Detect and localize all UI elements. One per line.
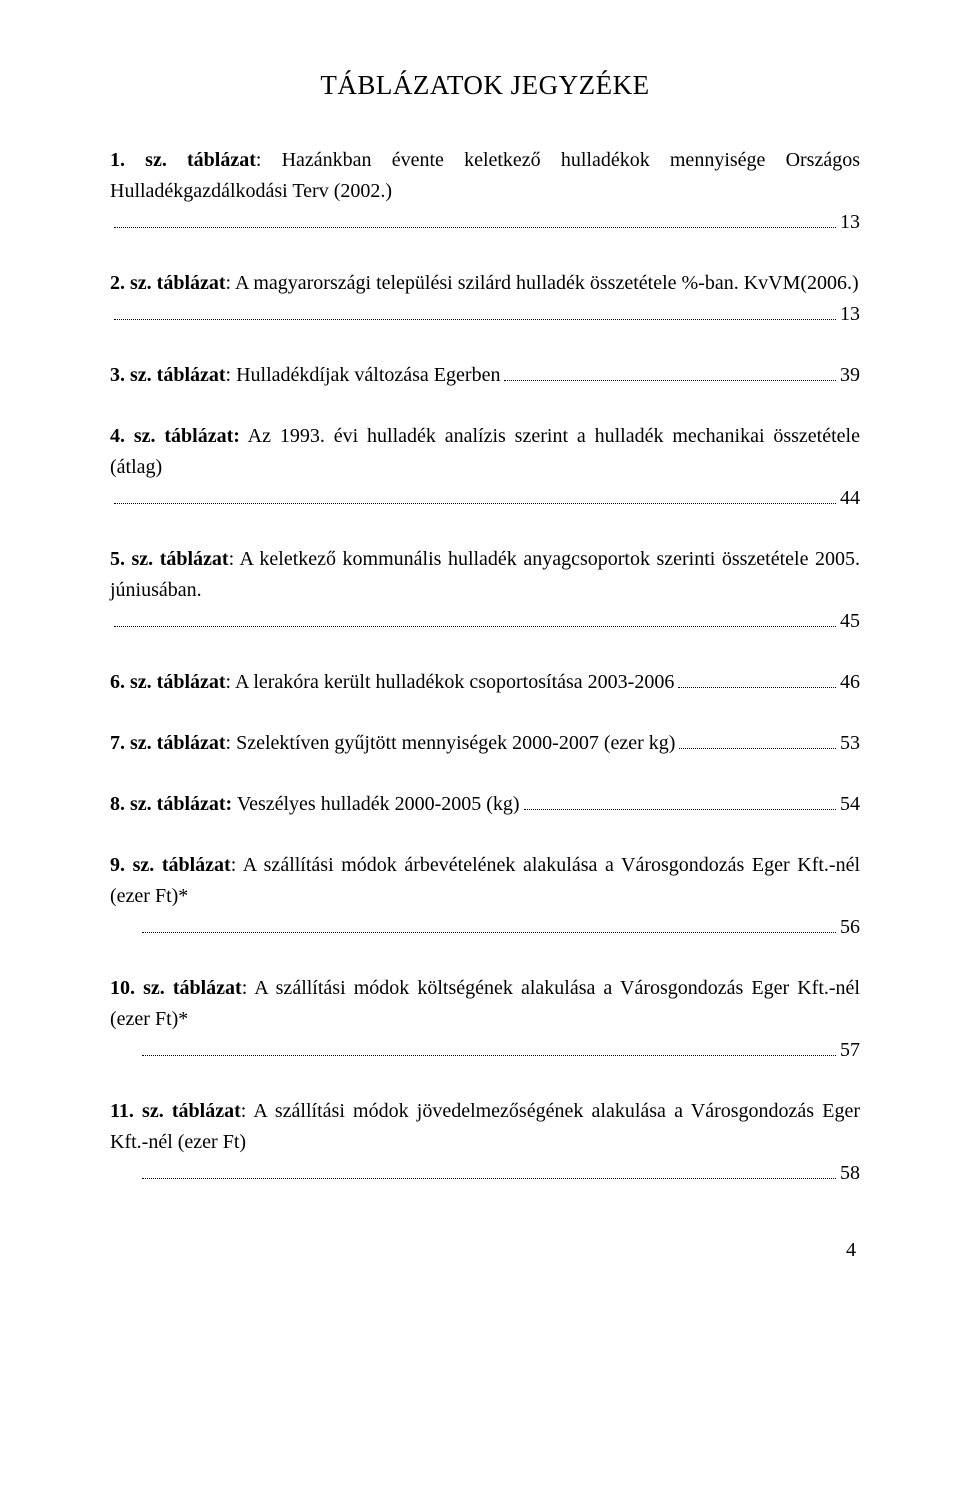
toc-leader-dots — [114, 210, 836, 228]
toc-entry-lead: 7. sz. táblázat — [110, 732, 226, 754]
toc-entry-page: 58 — [840, 1158, 860, 1189]
toc-entry: 2. sz. táblázat: A magyarországi települ… — [110, 268, 860, 330]
toc-entry-page: 54 — [840, 789, 860, 820]
toc-entry-page: 57 — [840, 1035, 860, 1066]
toc-entry-lead: 4. sz. táblázat: — [110, 425, 240, 447]
toc-entry-page: 13 — [840, 207, 860, 238]
toc-leader-dots — [142, 915, 836, 933]
toc-entry-body: : Szelektíven gyűjtött mennyiségek 2000-… — [226, 732, 676, 754]
toc-entry-body: : Hulladékdíjak változása Egerben — [226, 364, 501, 386]
toc-leader-dots — [678, 670, 836, 688]
toc-entry: 6. sz. táblázat: A lerakóra került hulla… — [110, 667, 860, 698]
toc-leader-dots — [524, 792, 836, 810]
toc-entry: 1. sz. táblázat: Hazánkban évente keletk… — [110, 145, 860, 238]
toc-entry-lead: 11. sz. táblázat — [110, 1100, 241, 1122]
toc-entry: 10. sz. táblázat: A szállítási módok köl… — [110, 973, 860, 1066]
toc-entry-lead: 2. sz. táblázat — [110, 272, 226, 294]
toc-entry-lead: 3. sz. táblázat — [110, 364, 226, 386]
toc-entry-page: 56 — [840, 912, 860, 943]
toc-leader-dots — [114, 302, 836, 320]
toc-leader-dots — [114, 609, 836, 627]
toc-entry-lead: 6. sz. táblázat — [110, 671, 226, 693]
toc-entry-body: : A lerakóra került hulladékok csoportos… — [226, 671, 675, 693]
toc-entry-lead: 9. sz. táblázat — [110, 854, 231, 876]
toc-entry: 8. sz. táblázat: Veszélyes hulladék 2000… — [110, 789, 860, 820]
toc-entry-page: 44 — [840, 483, 860, 514]
page-title: TÁBLÁZATOK JEGYZÉKE — [110, 70, 860, 101]
toc-leader-dots — [504, 363, 836, 381]
toc-entry-lead: 1. sz. táblázat — [110, 149, 256, 171]
toc-entry: 3. sz. táblázat: Hulladékdíjak változása… — [110, 360, 860, 391]
toc-entry-page: 45 — [840, 606, 860, 637]
toc-entry-page: 39 — [840, 360, 860, 391]
toc-entry: 5. sz. táblázat: A keletkező kommunális … — [110, 544, 860, 637]
toc-entry-page: 53 — [840, 728, 860, 759]
table-of-contents: 1. sz. táblázat: Hazánkban évente keletk… — [110, 145, 860, 1189]
toc-leader-dots — [679, 731, 836, 749]
toc-entry-lead: 10. sz. táblázat — [110, 977, 242, 999]
toc-entry: 7. sz. táblázat: Szelektíven gyűjtött me… — [110, 728, 860, 759]
toc-entry: 4. sz. táblázat: Az 1993. évi hulladék a… — [110, 421, 860, 514]
toc-entry-page: 13 — [840, 299, 860, 330]
toc-leader-dots — [114, 486, 836, 504]
toc-entry: 11. sz. táblázat: A szállítási módok jöv… — [110, 1096, 860, 1189]
toc-entry-lead: 5. sz. táblázat — [110, 548, 229, 570]
toc-entry-lead: 8. sz. táblázat: — [110, 793, 232, 815]
toc-leader-dots — [142, 1038, 836, 1056]
toc-leader-dots — [142, 1161, 836, 1179]
toc-entry: 9. sz. táblázat: A szállítási módok árbe… — [110, 850, 860, 943]
toc-entry-body: Veszélyes hulladék 2000-2005 (kg) — [232, 793, 519, 815]
toc-entry-page: 46 — [840, 667, 860, 698]
page-number: 4 — [110, 1239, 860, 1262]
toc-entry-body: : A magyarországi települési szilárd hul… — [226, 272, 859, 294]
